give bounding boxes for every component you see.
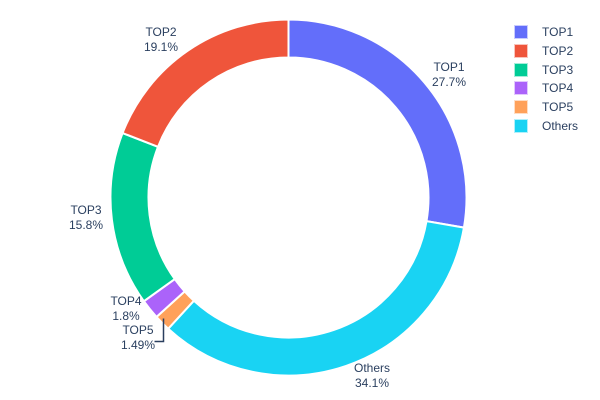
slice-label-name: TOP2 (145, 25, 177, 39)
slice-label-others: Others 34.1% (354, 361, 390, 391)
pie-slice-others[interactable] (166, 220, 466, 377)
legend-label: Others (542, 118, 579, 133)
slice-label-name: Others (353, 361, 391, 375)
slice-label-percent: 19.1% (143, 40, 179, 54)
legend-swatch-top3 (515, 63, 527, 76)
legend-swatch-top5 (515, 101, 527, 114)
label-leader-line-top5 (154, 318, 165, 343)
legend-item-top5[interactable]: TOP5 (515, 98, 578, 117)
slice-label-top3: TOP3 15.8% (69, 203, 103, 233)
legend-swatch-top2 (515, 45, 527, 58)
legend-item-top1[interactable]: TOP1 (515, 23, 578, 42)
pie-slice-top2[interactable] (121, 18, 290, 149)
legend-item-others[interactable]: Others (515, 116, 578, 135)
slice-label-name: TOP4 (110, 294, 142, 308)
slice-label-percent: 15.8% (68, 218, 104, 232)
legend: TOP1 TOP2 TOP3 TOP4 TOP5 Others (515, 23, 578, 135)
slice-label-percent: 1.49% (120, 338, 156, 352)
slice-label-top2: TOP2 19.1% (144, 25, 178, 55)
slice-label-name: TOP3 (70, 203, 102, 217)
legend-label: TOP3 (542, 62, 574, 77)
legend-swatch-top4 (515, 82, 527, 95)
legend-item-top3[interactable]: TOP3 (515, 60, 578, 79)
slice-label-percent: 27.7% (431, 75, 467, 89)
pie-slice-top1[interactable] (287, 18, 468, 229)
slice-label-top5: TOP5 1.49% (121, 323, 155, 353)
slice-label-top4: TOP4 1.8% (110, 294, 141, 324)
legend-label: TOP2 (542, 44, 574, 59)
legend-label: TOP5 (542, 100, 574, 115)
slice-label-name: TOP5 (122, 323, 154, 337)
pie-slice-top3[interactable] (109, 131, 177, 303)
slice-label-percent: 34.1% (354, 376, 390, 390)
legend-label: TOP4 (542, 81, 574, 96)
slice-label-name: TOP1 (433, 60, 465, 74)
legend-swatch-others (515, 119, 527, 132)
slice-label-top1: TOP1 27.7% (432, 60, 466, 90)
legend-item-top4[interactable]: TOP4 (515, 79, 578, 98)
legend-item-top2[interactable]: TOP2 (515, 42, 578, 61)
legend-label: TOP1 (542, 25, 574, 40)
legend-swatch-top1 (515, 26, 527, 39)
slice-label-percent: 1.8% (112, 309, 140, 323)
